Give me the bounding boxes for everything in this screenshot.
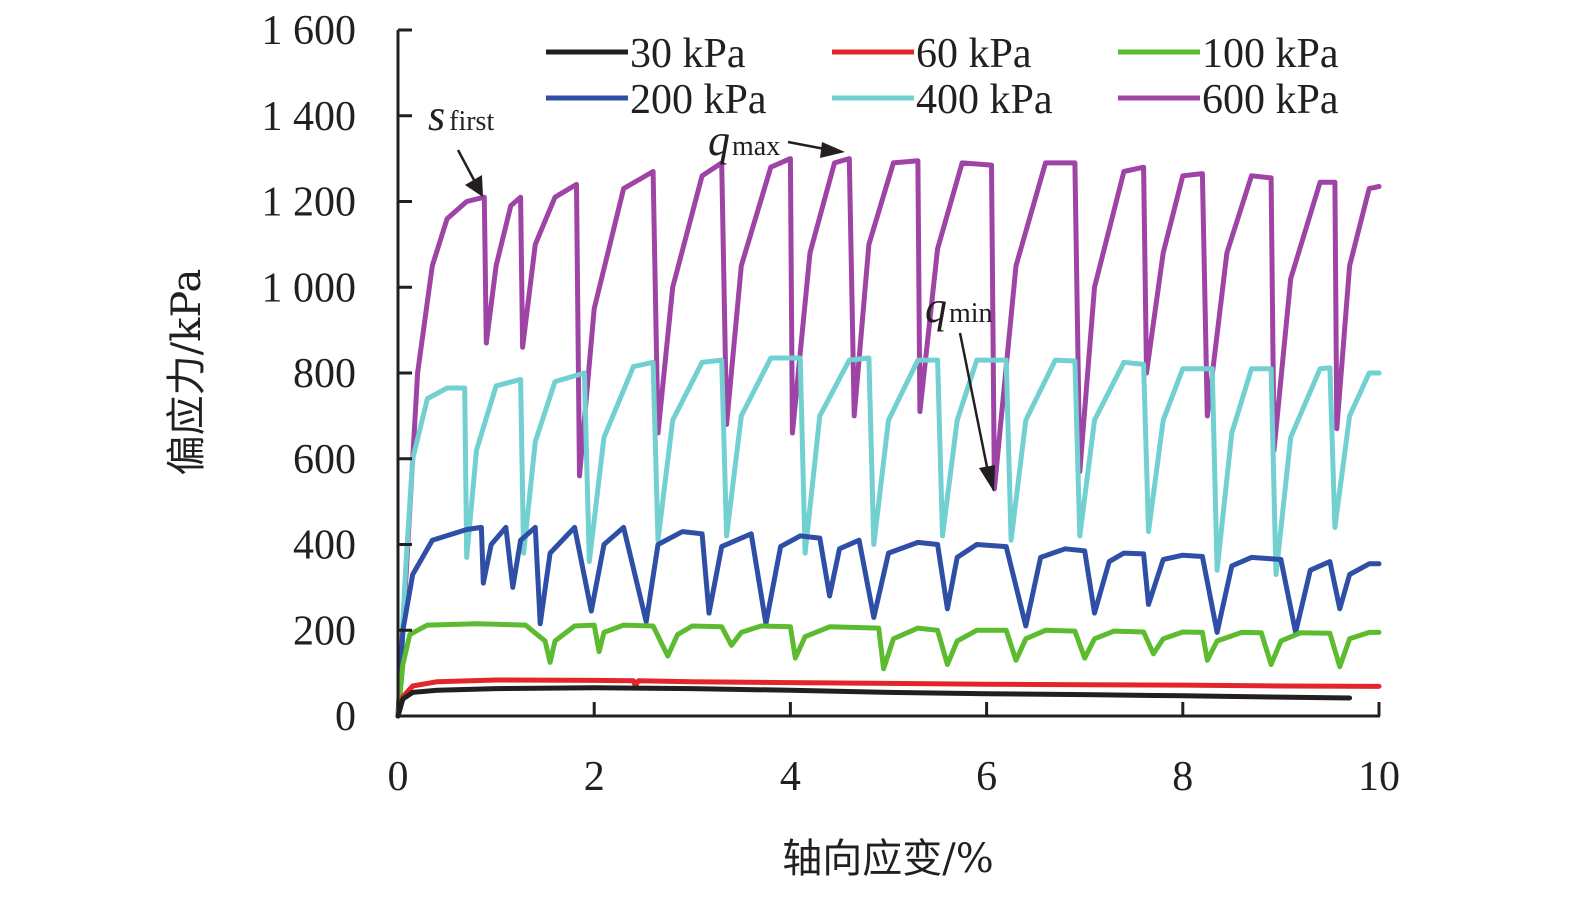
annotation-s-first-arrow: [456, 149, 476, 181]
y-tick-label: 600: [293, 437, 356, 483]
annotation-q-min-main: q: [925, 283, 947, 332]
annotation-s-first-arrowhead: [465, 175, 483, 197]
series-layer: [395, 156, 1382, 719]
annotations: s first qmax qmin: [428, 91, 995, 492]
legend-label: 30 kPa: [630, 31, 746, 77]
series-line-60-kpa: [395, 677, 1382, 719]
svg-text:qmin: qmin: [925, 283, 993, 332]
legend-label: 100 kPa: [1202, 31, 1339, 77]
series-line-100-kpa: [395, 621, 1382, 719]
y-tick-label: 0: [335, 694, 356, 740]
annotation-s-first: s first: [428, 91, 494, 197]
x-axis-title: 轴向应变/%: [782, 836, 993, 882]
annotation-q-min-sub: min: [949, 298, 993, 329]
ticks-layer: 0 200 400 600 800 1 000 1 200 1 400 1 600 0 2 4 6 8 10: [262, 8, 1401, 800]
legend-item-600-kpa: 600 kPa: [1118, 77, 1339, 123]
y-tick-label: 200: [293, 608, 356, 654]
x-tick-label: 6: [976, 754, 997, 800]
x-tick-label: 8: [1172, 754, 1193, 800]
legend-label: 400 kPa: [916, 77, 1053, 123]
series-line-400-kpa: [395, 355, 1382, 719]
y-tick-label: 400: [293, 523, 356, 569]
x-tick-label: 4: [780, 754, 801, 800]
y-tick-label: 1 400: [262, 94, 357, 140]
series-line-200-kpa: [395, 524, 1382, 719]
legend-label: 600 kPa: [1202, 77, 1339, 123]
legend: 30 kPa 60 kPa 100 kPa 200 kPa 400 kPa 600 kPa: [546, 31, 1339, 123]
legend-label: 60 kPa: [916, 31, 1032, 77]
y-tick-label: 1 600: [262, 8, 357, 54]
legend-label: 200 kPa: [630, 77, 767, 123]
legend-item-400-kpa: 400 kPa: [832, 77, 1053, 123]
annotation-q-max: qmax: [708, 116, 845, 165]
y-tick-label: 1 200: [262, 180, 357, 226]
x-tick-label: 10: [1358, 754, 1400, 800]
axes-layer: [396, 30, 1380, 718]
annotation-s-first-sub: first: [449, 106, 494, 137]
annotation-s-first-main: s: [428, 91, 445, 140]
y-tick-label: 800: [293, 351, 356, 397]
x-tick-label: 0: [388, 754, 409, 800]
annotation-q-min-arrow: [958, 332, 990, 473]
legend-item-100-kpa: 100 kPa: [1118, 31, 1339, 77]
annotation-q-max-sub: max: [732, 131, 780, 162]
legend-item-30-kpa: 30 kPa: [546, 31, 746, 77]
annotation-q-min: qmin: [925, 283, 995, 492]
legend-item-200-kpa: 200 kPa: [546, 77, 767, 123]
legend-item-60-kpa: 60 kPa: [832, 31, 1032, 77]
annotation-q-min-arrowhead: [979, 465, 995, 492]
series-line-30-kpa: [395, 685, 1353, 719]
x-tick-label: 2: [584, 754, 605, 800]
series-line-600-kpa: [395, 156, 1382, 719]
y-axis-title: 偏应力/kPa: [164, 269, 210, 476]
svg-text:qmax: qmax: [708, 116, 780, 165]
annotation-q-max-main: q: [708, 116, 730, 165]
y-tick-label: 1 000: [262, 265, 357, 311]
annotation-q-max-arrowhead: [820, 142, 845, 158]
